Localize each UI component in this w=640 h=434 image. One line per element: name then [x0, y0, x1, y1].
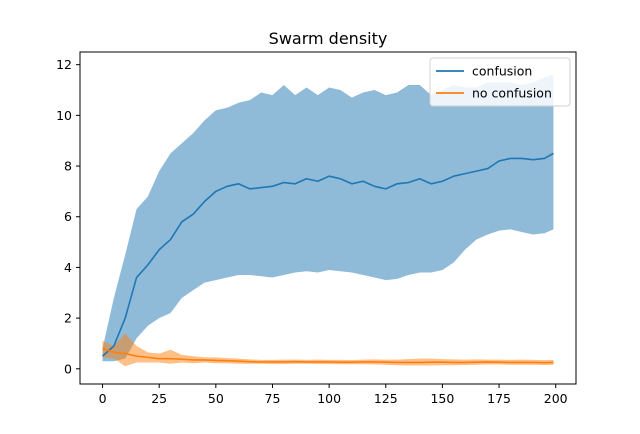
x-tick-label: 200 [544, 391, 568, 406]
y-tick-label: 12 [56, 57, 72, 72]
x-tick-label: 50 [208, 391, 224, 406]
y-tick-label: 6 [64, 209, 72, 224]
band-no-confusion [102, 333, 554, 367]
chart-title: Swarm density [269, 29, 388, 48]
series-lines [102, 152, 554, 364]
y-tick-label: 10 [56, 108, 72, 123]
x-tick-label: 150 [430, 391, 454, 406]
x-tick-label: 25 [151, 391, 167, 406]
line-confusion [102, 152, 554, 357]
confidence-bands [102, 74, 554, 367]
y-tick-label: 4 [64, 260, 72, 275]
y-tick-label: 2 [64, 311, 72, 326]
x-axis: 0 25 50 75 100 125 150 175 200 [99, 384, 568, 406]
y-tick-label: 0 [64, 361, 72, 376]
legend-entry: confusion [472, 64, 532, 79]
legend-box [429, 57, 571, 107]
x-tick-label: 175 [487, 391, 511, 406]
x-tick-label: 100 [317, 391, 341, 406]
band-confusion [102, 74, 554, 362]
legend: confusion no confusion [429, 57, 571, 107]
y-tick-label: 8 [64, 159, 72, 174]
plot-frame [79, 51, 577, 385]
legend-entry: no confusion [472, 86, 552, 101]
y-axis: 0 2 4 6 8 10 12 [56, 57, 80, 376]
x-tick-label: 125 [374, 391, 398, 406]
line-no-confusion [102, 347, 554, 364]
x-tick-label: 75 [265, 391, 281, 406]
x-tick-label: 0 [99, 391, 107, 406]
